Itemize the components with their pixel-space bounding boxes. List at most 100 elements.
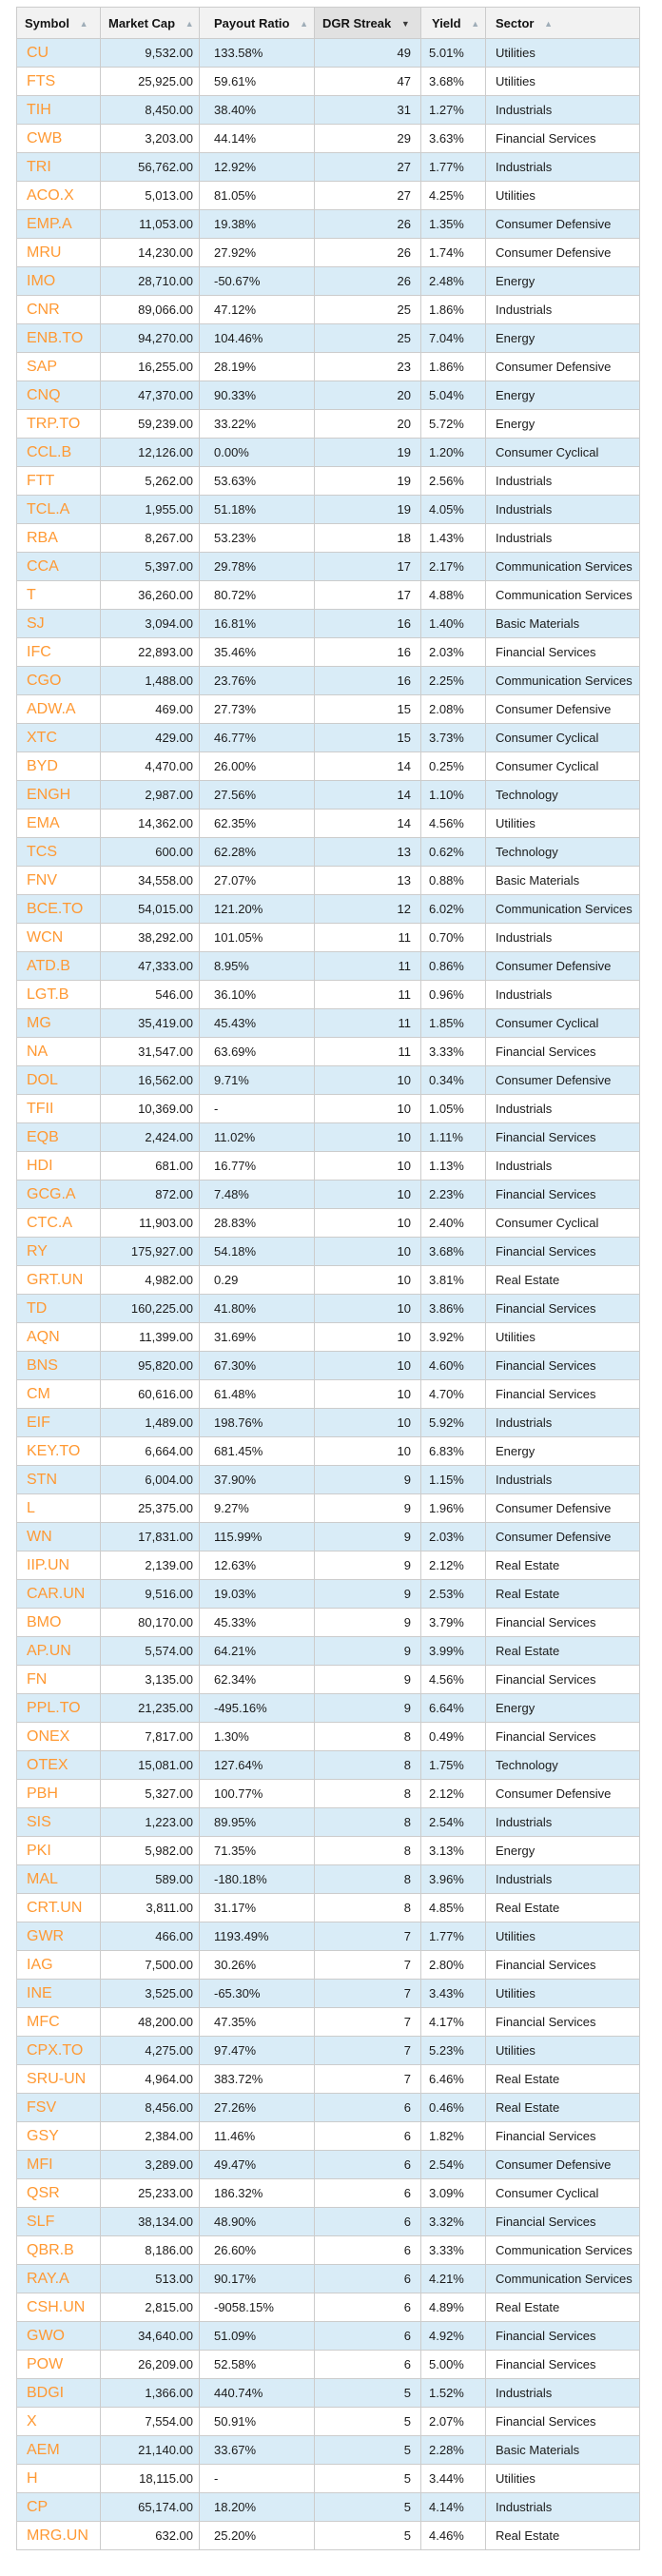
symbol-link[interactable]: TCS: [27, 843, 57, 860]
symbol-link[interactable]: OTEX: [27, 1756, 68, 1773]
symbol-link[interactable]: EMA: [27, 814, 60, 831]
symbol-link[interactable]: AQN: [27, 1328, 60, 1345]
symbol-link[interactable]: WCN: [27, 928, 64, 946]
symbol-link[interactable]: BMO: [27, 1613, 62, 1630]
symbol-link[interactable]: KEY.TO: [27, 1442, 81, 1459]
symbol-link[interactable]: AEM: [27, 2441, 60, 2458]
symbol-link[interactable]: MG: [27, 1014, 51, 1031]
symbol-link[interactable]: IMO: [27, 272, 56, 289]
symbol-link[interactable]: EQB: [27, 1128, 59, 1145]
symbol-link[interactable]: RAY.A: [27, 2270, 69, 2287]
payout-ratio-cell: 90.33%: [199, 381, 315, 410]
column-header-payout-ratio[interactable]: Payout Ratio ▲: [199, 7, 315, 39]
symbol-link[interactable]: ADW.A: [27, 700, 76, 717]
symbol-link[interactable]: TRP.TO: [27, 415, 81, 432]
symbol-link[interactable]: MAL: [27, 1870, 58, 1887]
symbol-link[interactable]: X: [27, 2412, 37, 2430]
symbol-link[interactable]: CGO: [27, 672, 62, 689]
symbol-link[interactable]: EIF: [27, 1414, 50, 1431]
symbol-link[interactable]: MRG.UN: [27, 2527, 88, 2544]
sector-cell: Financial Services: [485, 2350, 640, 2379]
column-header-market-cap[interactable]: Market Cap ▲: [100, 7, 200, 39]
symbol-link[interactable]: DOL: [27, 1071, 58, 1088]
symbol-link[interactable]: FNV: [27, 871, 57, 888]
symbol-link[interactable]: CAR.UN: [27, 1585, 86, 1602]
symbol-link[interactable]: LGT.B: [27, 986, 69, 1003]
symbol-link[interactable]: FTS: [27, 72, 56, 89]
symbol-link[interactable]: ENB.TO: [27, 329, 84, 346]
symbol-link[interactable]: CCL.B: [27, 443, 72, 460]
symbol-link[interactable]: IIP.UN: [27, 1556, 70, 1573]
symbol-link[interactable]: CSH.UN: [27, 2298, 86, 2315]
symbol-link[interactable]: CNR: [27, 301, 60, 318]
symbol-link[interactable]: EMP.A: [27, 215, 72, 232]
symbol-link[interactable]: IAG: [27, 1956, 53, 1973]
symbol-link[interactable]: RY: [27, 1242, 48, 1259]
symbol-link[interactable]: BYD: [27, 757, 58, 774]
symbol-link[interactable]: MFC: [27, 2013, 60, 2030]
symbol-link[interactable]: SLF: [27, 2213, 55, 2230]
symbol-link[interactable]: MRU: [27, 244, 62, 261]
column-header-yield[interactable]: Yield ▲: [420, 7, 486, 39]
sector-cell: Industrials: [485, 295, 640, 324]
symbol-link[interactable]: CRT.UN: [27, 1899, 83, 1916]
symbol-link[interactable]: FTT: [27, 472, 55, 489]
symbol-link[interactable]: ENGH: [27, 786, 71, 803]
symbol-link[interactable]: PKI: [27, 1842, 51, 1859]
symbol-link[interactable]: CU: [27, 44, 49, 61]
column-header-sector[interactable]: Sector ▲: [485, 7, 640, 39]
symbol-link[interactable]: CP: [27, 2498, 49, 2515]
symbol-link[interactable]: TCL.A: [27, 500, 70, 517]
symbol-link[interactable]: HDI: [27, 1157, 53, 1174]
symbol-link[interactable]: QSR: [27, 2184, 60, 2201]
symbol-link[interactable]: IFC: [27, 643, 51, 660]
symbol-link[interactable]: GWO: [27, 2327, 65, 2344]
symbol-link[interactable]: SRU-UN: [27, 2070, 87, 2087]
symbol-link[interactable]: CM: [27, 1385, 50, 1402]
symbol-link[interactable]: GWR: [27, 1927, 65, 1944]
symbol-link[interactable]: GRT.UN: [27, 1271, 84, 1288]
symbol-link[interactable]: BCE.TO: [27, 900, 84, 917]
symbol-link[interactable]: FN: [27, 1670, 48, 1688]
symbol-link[interactable]: GCG.A: [27, 1185, 76, 1202]
symbol-link[interactable]: WN: [27, 1528, 52, 1545]
market-cap-cell: 6,664.00: [100, 1436, 200, 1466]
column-header-dgr-streak[interactable]: DGR Streak ▼: [314, 7, 421, 39]
symbol-link[interactable]: T: [27, 586, 36, 603]
symbol-link[interactable]: CTC.A: [27, 1214, 72, 1231]
symbol-link[interactable]: INE: [27, 1984, 52, 2001]
symbol-link[interactable]: PBH: [27, 1785, 58, 1802]
symbol-link[interactable]: SIS: [27, 1813, 51, 1830]
column-header-symbol[interactable]: Symbol ▲: [16, 7, 101, 39]
symbol-link[interactable]: CWB: [27, 129, 63, 146]
symbol-link[interactable]: TRI: [27, 158, 51, 175]
symbol-link[interactable]: GSY: [27, 2127, 59, 2144]
market-cap-cell: 9,516.00: [100, 1579, 200, 1609]
table-row: CP 65,174.00 18.20% 5 4.14% Industrials: [16, 2492, 640, 2522]
symbol-link[interactable]: POW: [27, 2355, 64, 2372]
symbol-link[interactable]: TD: [27, 1299, 48, 1317]
symbol-link[interactable]: CCA: [27, 557, 59, 575]
symbol-link[interactable]: H: [27, 2469, 38, 2487]
symbol-link[interactable]: RBA: [27, 529, 58, 546]
symbol-link[interactable]: BDGI: [27, 2384, 65, 2401]
symbol-link[interactable]: ATD.B: [27, 957, 70, 974]
symbol-link[interactable]: XTC: [27, 729, 57, 746]
symbol-link[interactable]: ACO.X: [27, 186, 74, 204]
symbol-link[interactable]: BNS: [27, 1356, 58, 1374]
symbol-link[interactable]: AP.UN: [27, 1642, 71, 1659]
symbol-link[interactable]: MFI: [27, 2156, 53, 2173]
symbol-link[interactable]: CNQ: [27, 386, 61, 403]
symbol-link[interactable]: QBR.B: [27, 2241, 74, 2258]
symbol-link[interactable]: STN: [27, 1471, 57, 1488]
symbol-link[interactable]: TIH: [27, 101, 51, 118]
symbol-link[interactable]: L: [27, 1499, 35, 1516]
symbol-link[interactable]: ONEX: [27, 1727, 70, 1745]
symbol-link[interactable]: NA: [27, 1043, 49, 1060]
symbol-link[interactable]: TFII: [27, 1100, 54, 1117]
symbol-link[interactable]: SJ: [27, 615, 45, 632]
symbol-link[interactable]: FSV: [27, 2098, 57, 2116]
symbol-link[interactable]: SAP: [27, 358, 58, 375]
symbol-link[interactable]: CPX.TO: [27, 2041, 84, 2059]
symbol-link[interactable]: PPL.TO: [27, 1699, 81, 1716]
